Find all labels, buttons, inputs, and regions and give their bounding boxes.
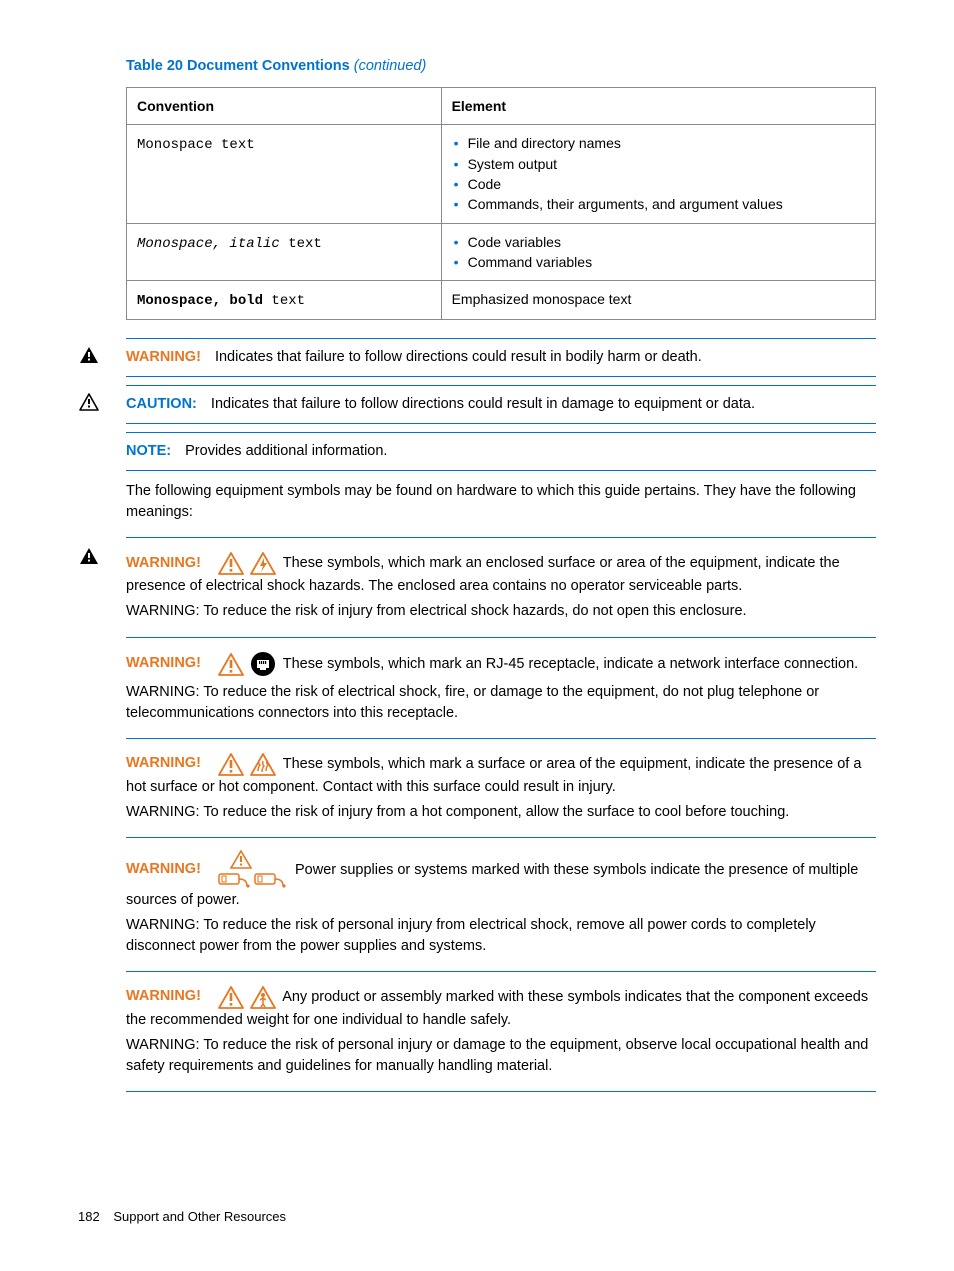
warning-body: WARNING: To reduce the risk of injury fr… — [126, 802, 876, 823]
table-row: Monospace text File and directory names … — [127, 125, 876, 223]
callout-label: NOTE: — [126, 443, 171, 459]
caution-icon — [78, 392, 100, 419]
warning-block: WARNING! Any product or assembly marked … — [126, 971, 876, 1092]
warning-body: WARNING: To reduce the risk of personal … — [126, 1035, 876, 1077]
callout-note: NOTE: Provides additional information. — [126, 432, 876, 471]
multi-power-icon — [217, 861, 289, 877]
list-item: Code — [454, 174, 865, 194]
callout-label: WARNING! — [126, 349, 201, 365]
cell-element-list: File and directory names System output C… — [452, 133, 865, 214]
shock-triangle-icon — [249, 555, 277, 571]
cell-convention-prefix: Monospace, bold — [137, 293, 263, 309]
warning-body: WARNING: To reduce the risk of electrica… — [126, 682, 876, 724]
warning-label: WARNING! — [126, 555, 201, 571]
warning-block: WARNING! These symbols, which mark an RJ… — [126, 637, 876, 738]
hazard-triangle-icon — [217, 988, 245, 1004]
section-title: Support and Other Resources — [113, 1209, 286, 1224]
warning-block: WARNING! These symbols, which mark an en… — [126, 537, 876, 636]
cell-convention-suffix: text — [263, 293, 305, 309]
hazard-triangle-icon — [217, 555, 245, 571]
warning-label: WARNING! — [126, 755, 201, 771]
hazard-triangle-icon — [217, 655, 245, 671]
hot-surface-icon — [249, 755, 277, 771]
warning-block: WARNING! These symbols, which mark a sur… — [126, 738, 876, 837]
callout-text: Provides additional information. — [185, 443, 387, 459]
warning-label: WARNING! — [126, 655, 201, 671]
callout-text: Indicates that failure to follow directi… — [215, 349, 702, 365]
warning-block: WARNING! Power supplies or systems marke… — [126, 837, 876, 971]
heavy-weight-icon — [249, 988, 277, 1004]
cell-convention-prefix: Monospace, italic — [137, 236, 280, 252]
warning-body: WARNING: To reduce the risk of injury fr… — [126, 601, 876, 622]
page-number: 182 — [78, 1209, 100, 1224]
table-caption-suffix: (continued) — [354, 58, 427, 74]
callout-text: Indicates that failure to follow directi… — [211, 396, 755, 412]
cell-element-list: Code variables Command variables — [452, 232, 865, 273]
callout-warning: WARNING! Indicates that failure to follo… — [126, 338, 876, 377]
cell-convention: Monospace text — [137, 137, 255, 153]
page-footer: 182 Support and Other Resources — [78, 1208, 286, 1227]
list-item: Command variables — [454, 252, 865, 272]
warning-icon — [78, 546, 100, 573]
warning-label: WARNING! — [126, 861, 201, 877]
callout-label: CAUTION: — [126, 396, 197, 412]
list-item: Commands, their arguments, and argument … — [454, 194, 865, 214]
cell-convention-suffix: text — [280, 236, 322, 252]
warning-label: WARNING! — [126, 988, 201, 1004]
table-caption: Table 20 Document Conventions (continued… — [126, 56, 876, 77]
cell-element-text: Emphasized monospace text — [441, 281, 875, 320]
warning-body: WARNING: To reduce the risk of personal … — [126, 915, 876, 957]
table-row: Monospace, bold text Emphasized monospac… — [127, 281, 876, 320]
table-caption-prefix: Table 20 Document Conventions — [126, 58, 350, 74]
warning-lead: These symbols, which mark an RJ-45 recep… — [283, 655, 858, 671]
warning-icon — [78, 345, 100, 372]
th-element: Element — [441, 88, 875, 125]
rj45-icon — [249, 655, 277, 671]
list-item: Code variables — [454, 232, 865, 252]
page-content: Table 20 Document Conventions (continued… — [126, 56, 876, 1092]
conventions-table: Convention Element Monospace text File a… — [126, 87, 876, 320]
intro-paragraph: The following equipment symbols may be f… — [126, 481, 876, 523]
list-item: System output — [454, 154, 865, 174]
th-convention: Convention — [127, 88, 442, 125]
hazard-triangle-icon — [217, 755, 245, 771]
table-row: Monospace, italic text Code variables Co… — [127, 223, 876, 281]
callout-caution: CAUTION: Indicates that failure to follo… — [126, 385, 876, 424]
list-item: File and directory names — [454, 133, 865, 153]
